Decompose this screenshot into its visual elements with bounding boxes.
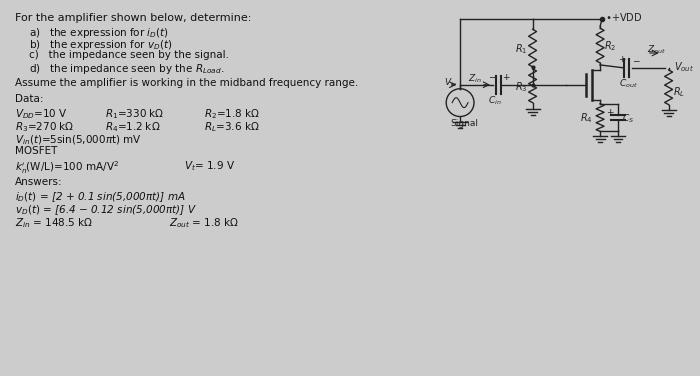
Text: $Z_{in}$ = 148.5 k$\Omega$: $Z_{in}$ = 148.5 k$\Omega$: [15, 216, 93, 230]
Text: +: +: [618, 55, 626, 64]
Text: +: +: [606, 108, 614, 117]
Text: $C_{out}$: $C_{out}$: [619, 78, 638, 90]
Text: $Z_{out}$: $Z_{out}$: [647, 43, 666, 56]
Text: c)   the impedance seen by the signal.: c) the impedance seen by the signal.: [29, 50, 229, 60]
Text: −: −: [632, 56, 639, 65]
Text: $C_{in}$: $C_{in}$: [488, 95, 501, 107]
Text: $R_1$=330 k$\Omega$: $R_1$=330 k$\Omega$: [104, 108, 164, 121]
Text: $R_3$: $R_3$: [514, 80, 527, 94]
Text: b)   the expression for $v_D(t)$: b) the expression for $v_D(t)$: [29, 38, 172, 52]
Text: $Z_{in}$: $Z_{in}$: [468, 73, 482, 85]
Text: $V_t$= 1.9 V: $V_t$= 1.9 V: [184, 159, 235, 173]
Text: $V_{DD}$=10 V: $V_{DD}$=10 V: [15, 108, 68, 121]
Text: Data:: Data:: [15, 94, 44, 104]
Text: $V_{out}$: $V_{out}$: [673, 60, 694, 74]
Text: $k_n^{\prime}$(W/L)=100 mA/V$^2$: $k_n^{\prime}$(W/L)=100 mA/V$^2$: [15, 159, 120, 176]
Text: $V_{in}(t)$=5sin(5,000$\pi$t) mV: $V_{in}(t)$=5sin(5,000$\pi$t) mV: [15, 133, 142, 147]
Text: $\bullet$+VDD: $\bullet$+VDD: [605, 11, 643, 23]
Text: $R_L$: $R_L$: [673, 85, 685, 99]
Text: d)   the impedance seen by the $R_{Load}$.: d) the impedance seen by the $R_{Load}$.: [29, 62, 225, 76]
Text: $R_L$=3.6 k$\Omega$: $R_L$=3.6 k$\Omega$: [204, 120, 260, 134]
Text: $R_4$: $R_4$: [580, 112, 593, 125]
Text: $R_4$=1.2 k$\Omega$: $R_4$=1.2 k$\Omega$: [104, 120, 160, 134]
Text: Answers:: Answers:: [15, 177, 63, 187]
Text: MOSFET: MOSFET: [15, 146, 57, 156]
Text: Assume the amplifier is working in the midband frequency range.: Assume the amplifier is working in the m…: [15, 78, 358, 88]
Text: $i_D(t)$ = [2 + 0.1 $sin$(5,000$\pi$t)] mA: $i_D(t)$ = [2 + 0.1 $sin$(5,000$\pi$t)] …: [15, 190, 186, 204]
Text: $R_2$=1.8 k$\Omega$: $R_2$=1.8 k$\Omega$: [204, 108, 260, 121]
Text: a)   the expression for $i_D(t)$: a) the expression for $i_D(t)$: [29, 26, 169, 40]
Text: $R_2$: $R_2$: [604, 39, 617, 53]
Text: −: −: [488, 72, 496, 81]
Text: Signal: Signal: [450, 118, 478, 127]
Text: $Z_{out}$ = 1.8 k$\Omega$: $Z_{out}$ = 1.8 k$\Omega$: [169, 216, 239, 230]
Text: $R_1$: $R_1$: [514, 42, 527, 56]
Text: For the amplifier shown below, determine:: For the amplifier shown below, determine…: [15, 13, 252, 23]
Text: $R_3$=270 k$\Omega$: $R_3$=270 k$\Omega$: [15, 120, 75, 134]
Text: $C_S$: $C_S$: [622, 112, 634, 125]
Text: $V_{in}$: $V_{in}$: [444, 77, 458, 89]
Text: +: +: [502, 73, 510, 82]
Text: $v_D(t)$ = [6.4 − 0.12 $sin$(5,000$\pi$t)] V: $v_D(t)$ = [6.4 − 0.12 $sin$(5,000$\pi$t…: [15, 203, 197, 217]
